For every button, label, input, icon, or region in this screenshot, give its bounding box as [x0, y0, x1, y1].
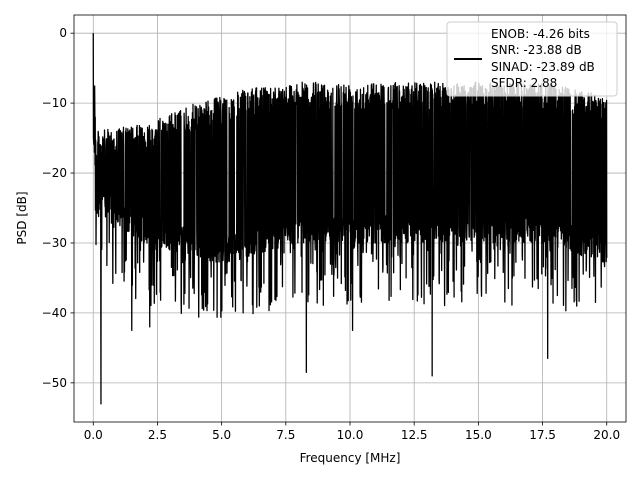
x-tick-label: 15.0 — [465, 428, 492, 442]
legend-entry-sinad: SINAD: -23.89 dB — [491, 60, 595, 74]
x-tick-label: 7.5 — [276, 428, 295, 442]
ticks: 0.0 2.5 5.0 7.5 10.0 12.5 15.0 17.5 20.0 0 −10 −20 −… — [42, 26, 620, 442]
y-tick-label: 0 — [59, 26, 67, 40]
y-tick-label: −50 — [42, 376, 67, 390]
y-tick-label: −30 — [42, 236, 67, 250]
x-tick-label: 5.0 — [212, 428, 231, 442]
legend: ENOB: -4.26 bits SNR: -23.88 dB SINAD: -… — [446, 21, 618, 97]
x-axis-label: Frequency [MHz] — [300, 451, 401, 465]
series-group — [92, 33, 608, 405]
legend-entry-sfdr: SFDR: 2.88 — [491, 76, 557, 90]
psd-series-line — [92, 33, 608, 405]
legend-entry-enob: ENOB: -4.26 bits — [491, 27, 590, 41]
y-tick-label: −20 — [42, 166, 67, 180]
legend-box — [446, 21, 618, 97]
y-axis-label: PSD [dB] — [15, 191, 29, 244]
y-tick-label: −40 — [42, 306, 67, 320]
y-tick-label: −10 — [42, 96, 67, 110]
legend-entry-snr: SNR: -23.88 dB — [491, 43, 582, 57]
x-tick-label: 10.0 — [337, 428, 364, 442]
x-tick-label: 17.5 — [529, 428, 556, 442]
x-tick-label: 12.5 — [401, 428, 428, 442]
x-tick-label: 0.0 — [84, 428, 103, 442]
x-tick-label: 2.5 — [148, 428, 167, 442]
x-tick-label: 20.0 — [593, 428, 620, 442]
